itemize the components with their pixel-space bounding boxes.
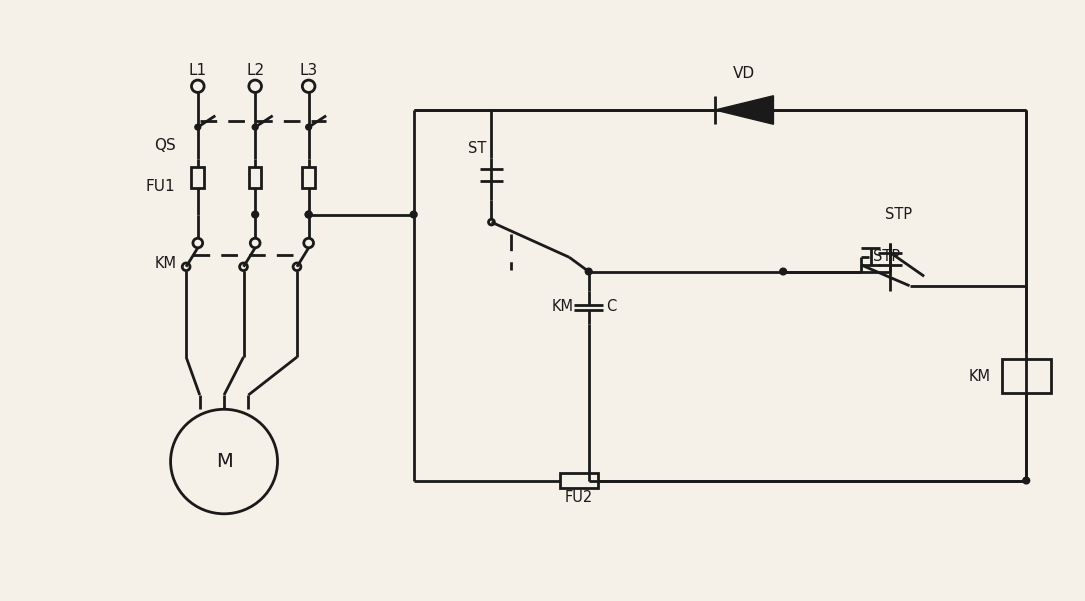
Circle shape xyxy=(305,211,312,218)
Circle shape xyxy=(306,124,311,130)
Circle shape xyxy=(1023,477,1030,484)
Text: STP: STP xyxy=(885,207,912,222)
Bar xyxy=(248,167,261,188)
Text: L3: L3 xyxy=(299,63,318,78)
Polygon shape xyxy=(715,96,774,124)
Text: KM: KM xyxy=(552,299,574,314)
Text: M: M xyxy=(216,452,232,471)
Text: ST: ST xyxy=(469,141,486,156)
Bar xyxy=(303,167,315,188)
Text: L1: L1 xyxy=(189,63,207,78)
Text: QS: QS xyxy=(154,138,176,153)
Circle shape xyxy=(195,124,201,130)
Circle shape xyxy=(305,211,312,218)
Bar xyxy=(1001,359,1050,392)
Circle shape xyxy=(780,268,787,275)
Bar xyxy=(191,167,204,188)
Text: FU2: FU2 xyxy=(565,490,593,505)
Circle shape xyxy=(252,211,258,218)
Text: FU1: FU1 xyxy=(145,178,176,194)
Text: KM: KM xyxy=(154,257,177,272)
Circle shape xyxy=(585,268,592,275)
Text: STP: STP xyxy=(872,249,899,264)
Text: KM: KM xyxy=(968,368,991,383)
Bar xyxy=(560,474,599,487)
Text: C: C xyxy=(607,299,616,314)
Text: VD: VD xyxy=(733,66,755,81)
Circle shape xyxy=(410,211,417,218)
Circle shape xyxy=(252,124,258,130)
Text: L2: L2 xyxy=(246,63,265,78)
